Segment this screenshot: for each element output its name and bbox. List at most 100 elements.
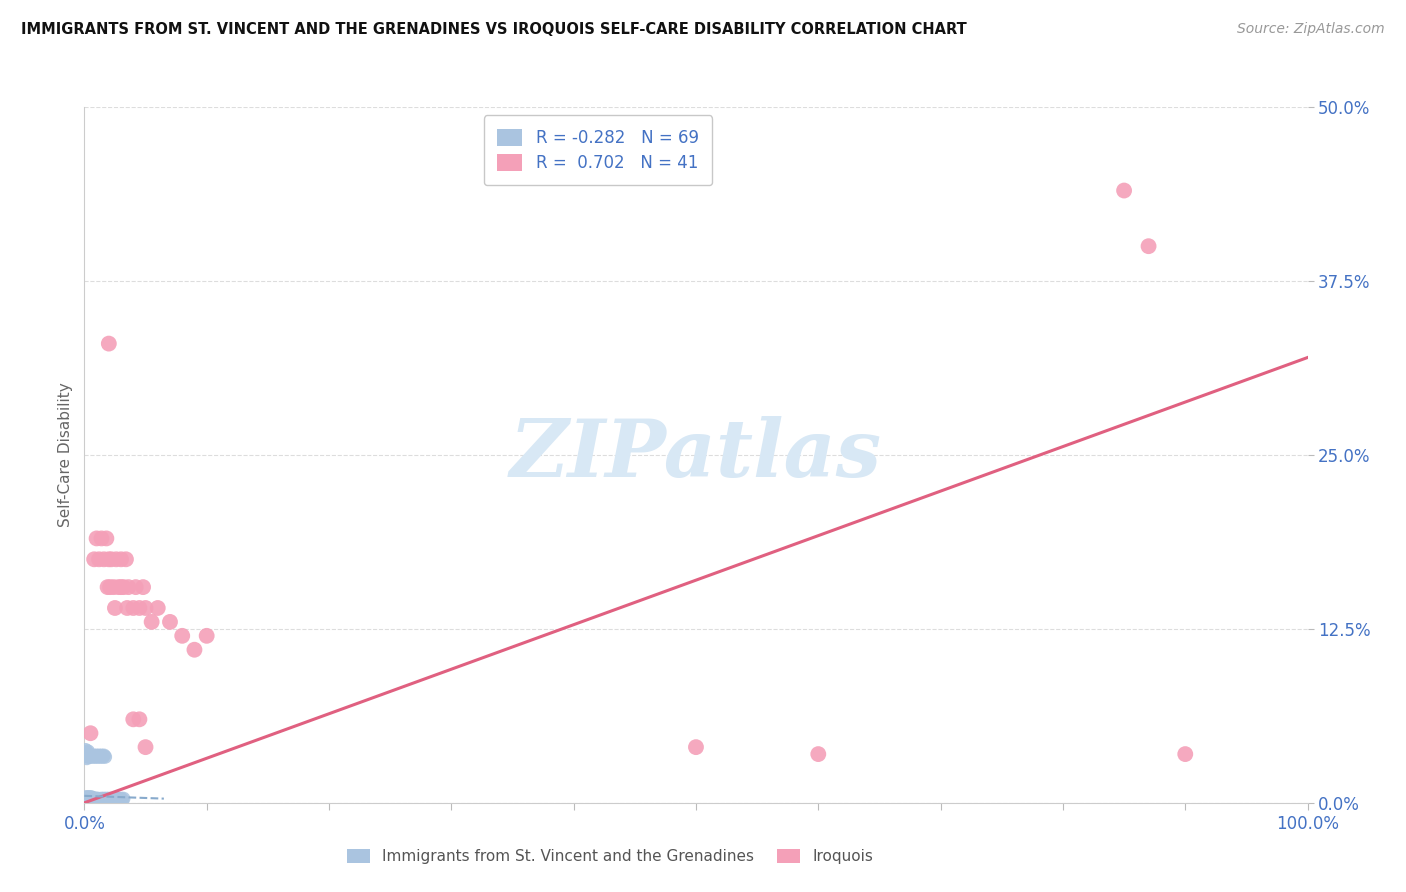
Point (80, 791, 103, 805)
Point (83, 748, 105, 763)
Point (135, 601, 157, 615)
Point (77, 744, 100, 758)
Point (98, 580, 121, 594)
Point (807, 747, 830, 761)
Point (79, 791, 101, 805)
Point (110, 552, 132, 566)
Point (115, 552, 138, 566)
Point (104, 793, 127, 807)
Point (110, 791, 132, 805)
Point (75, 791, 97, 805)
Point (77, 750, 100, 764)
Point (93, 791, 115, 805)
Point (80, 790, 103, 805)
Point (89, 793, 111, 807)
Point (112, 791, 135, 805)
Point (90, 748, 112, 763)
Point (97, 791, 120, 805)
Point (108, 793, 131, 807)
Point (77, 791, 100, 805)
Point (77, 790, 100, 805)
Point (79, 793, 101, 807)
Point (1174, 747, 1197, 761)
Point (97, 580, 120, 594)
Point (93, 552, 115, 566)
Point (107, 580, 129, 594)
Point (90, 532, 112, 546)
Point (105, 791, 128, 805)
Point (91, 750, 114, 764)
Point (110, 580, 132, 594)
Point (77, 793, 100, 807)
Point (98, 793, 121, 807)
Point (83, 793, 105, 807)
Point (76, 793, 98, 807)
Point (105, 552, 128, 566)
Point (76, 790, 98, 805)
Point (100, 791, 122, 805)
Point (100, 552, 122, 566)
Point (195, 629, 218, 643)
Point (75, 747, 97, 761)
Point (94, 750, 117, 764)
Point (79, 726, 101, 740)
Point (82, 791, 104, 805)
Point (90, 791, 112, 805)
Point (87, 552, 110, 566)
Legend: Immigrants from St. Vincent and the Grenadines, Iroquois: Immigrants from St. Vincent and the Gren… (340, 841, 882, 871)
Point (75, 790, 97, 805)
Point (103, 580, 125, 594)
Point (84, 793, 107, 807)
Point (83, 552, 105, 566)
Point (685, 740, 707, 755)
Point (1137, 239, 1160, 253)
Point (79, 750, 101, 764)
Point (141, 615, 163, 629)
Point (159, 615, 181, 629)
Text: ZIPatlas: ZIPatlas (510, 417, 882, 493)
Point (83, 791, 105, 805)
Point (93, 748, 115, 763)
Point (105, 793, 128, 807)
Point (82, 750, 104, 764)
Point (183, 642, 205, 657)
Point (86, 748, 108, 763)
Point (96, 532, 118, 546)
Point (1114, 184, 1136, 198)
Point (135, 740, 157, 755)
Point (115, 601, 138, 615)
Point (128, 712, 150, 726)
Point (125, 580, 148, 594)
Point (77, 790, 100, 805)
Point (104, 601, 127, 615)
Y-axis label: Self-Care Disability: Self-Care Disability (58, 383, 73, 527)
Point (77, 791, 100, 805)
Point (89, 750, 111, 764)
Point (86, 793, 108, 807)
Point (94, 793, 117, 807)
Point (80, 793, 103, 807)
Point (107, 791, 129, 805)
Point (87, 750, 110, 764)
Point (117, 580, 139, 594)
Point (86, 532, 108, 546)
Point (112, 580, 135, 594)
Point (76, 746, 98, 760)
Point (101, 793, 124, 807)
Point (76, 751, 98, 765)
Point (91, 793, 114, 807)
Point (97, 552, 120, 566)
Point (146, 601, 169, 615)
Point (75, 743, 97, 757)
Text: Source: ZipAtlas.com: Source: ZipAtlas.com (1237, 22, 1385, 37)
Point (77, 748, 100, 763)
Point (84, 791, 107, 805)
Point (122, 601, 145, 615)
Text: IMMIGRANTS FROM ST. VINCENT AND THE GRENADINES VS IROQUOIS SELF-CARE DISABILITY : IMMIGRANTS FROM ST. VINCENT AND THE GREN… (21, 22, 967, 37)
Point (103, 791, 125, 805)
Point (128, 601, 150, 615)
Point (172, 629, 194, 643)
Point (132, 580, 155, 594)
Point (84, 750, 107, 764)
Point (122, 712, 145, 726)
